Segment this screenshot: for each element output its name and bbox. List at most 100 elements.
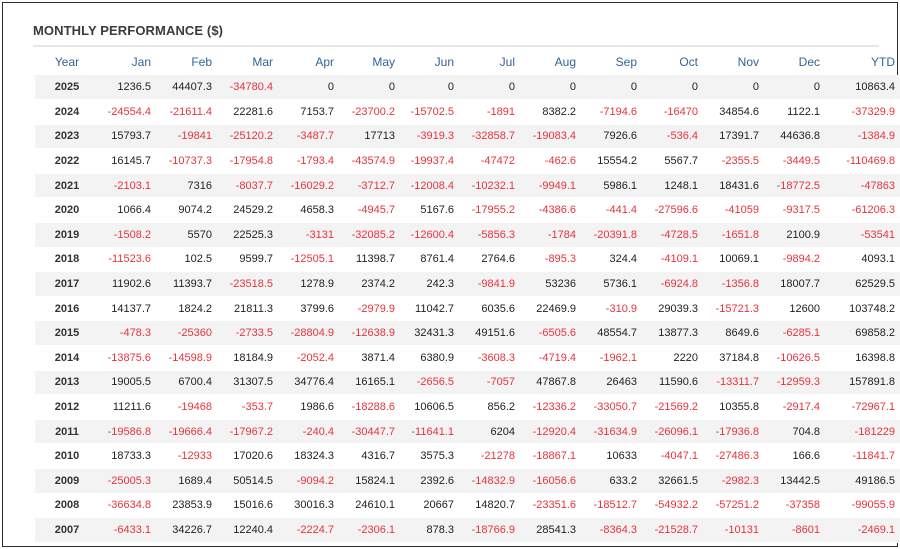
month-value-cell: 5567.7 [643,148,704,174]
month-value-cell: -41059 [704,197,765,224]
month-value-cell: 0 [765,75,826,101]
month-value-cell: 7153.7 [279,99,340,125]
ytd-cell: -110469.8 [826,148,900,174]
month-value-cell: 18007.7 [765,271,826,297]
column-header-jan: Jan [131,55,151,69]
month-value-cell: -2052.4 [279,345,340,371]
month-value-cell: 18733.3 [99,443,157,469]
month-value-cell: 22469.9 [521,296,582,322]
month-value-cell: 13877.3 [643,320,704,347]
month-value-cell: -4109.1 [643,247,704,273]
month-value-cell: -2982.3 [704,468,765,494]
month-value-cell: -27596.6 [643,197,704,224]
column-header-mar: Mar [252,55,273,69]
month-value-cell: 2100.9 [765,222,826,248]
month-value-cell: -15721.3 [704,296,765,322]
month-value-cell: -10626.5 [765,345,826,371]
month-value-cell: -6924.8 [643,271,704,297]
month-value-cell: 8761.4 [401,247,460,273]
month-value-cell: -19937.4 [401,148,460,174]
year-cell: 2007 [35,517,99,543]
month-value-cell: -18288.6 [340,394,401,420]
month-value-cell: -25360 [157,320,218,347]
month-value-cell: 11393.7 [157,271,218,297]
table-row: 2017 11902.6 11393.7 -23518.5 1278.9 2374.2 24… [35,271,900,297]
month-value-cell: 6380.9 [401,345,460,371]
month-value-cell: 24529.2 [218,197,279,224]
month-value-cell: 10355.8 [704,394,765,420]
column-header-feb: Feb [191,55,212,69]
month-value-cell: 0 [582,75,643,101]
ytd-cell: -181229 [826,419,900,445]
month-value-cell: -54932.2 [643,493,704,519]
month-value-cell: 18324.3 [279,443,340,469]
month-value-cell: -1891 [460,99,521,125]
year-cell: 2013 [35,370,99,396]
month-value-cell: -21569.2 [643,394,704,420]
month-value-cell: 2374.2 [340,271,401,297]
month-value-cell: -3449.5 [765,148,826,174]
month-value-cell: -9094.2 [279,468,340,494]
ytd-cell: 10863.4 [826,75,900,101]
month-value-cell: -12336.2 [521,394,582,420]
month-value-cell: 18184.9 [218,345,279,371]
month-value-cell: 633.2 [582,468,643,494]
ytd-cell: 103748.2 [826,296,900,322]
ytd-cell: -72967.1 [826,394,900,420]
month-value-cell: 1066.4 [99,197,157,224]
ytd-cell: -47863 [826,173,900,199]
month-value-cell: 1986.6 [279,394,340,420]
month-value-cell: -4719.4 [521,345,582,371]
month-value-cell: -28804.9 [279,320,340,347]
month-value-cell: 17713 [340,124,401,150]
month-value-cell: 0 [460,75,521,101]
month-value-cell: -15702.5 [401,99,460,125]
month-value-cell: 242.3 [401,271,460,297]
month-value-cell: -9949.1 [521,173,582,199]
month-value-cell: 12600 [765,296,826,322]
year-cell: 2009 [35,468,99,494]
month-value-cell: 34776.4 [279,370,340,396]
month-value-cell: -19841 [157,124,218,150]
month-value-cell: -8037.7 [218,173,279,199]
month-value-cell: 31307.5 [218,370,279,396]
month-value-cell: -3131 [279,222,340,248]
ytd-cell: 49186.5 [826,468,900,494]
month-value-cell: 11902.6 [99,271,157,297]
month-value-cell: -21611.4 [157,99,218,125]
month-value-cell: -536.4 [643,124,704,150]
year-cell: 2020 [35,197,99,224]
month-value-cell: -11641.1 [401,419,460,445]
month-value-cell: -9894.2 [765,247,826,273]
month-value-cell: -6433.1 [99,517,157,543]
month-value-cell: -895.3 [521,247,582,273]
month-value-cell: -57251.2 [704,493,765,519]
year-cell: 2018 [35,247,99,273]
month-value-cell: -4047.1 [643,443,704,469]
month-value-cell: -21278 [460,443,521,469]
ytd-cell: 69858.2 [826,320,900,347]
month-value-cell: -13311.7 [704,370,765,396]
month-value-cell: 3871.4 [340,345,401,371]
month-value-cell: -2917.4 [765,394,826,420]
year-cell: 2011 [35,419,99,445]
month-value-cell: -19586.8 [99,419,157,445]
month-value-cell: 16165.1 [340,370,401,396]
month-value-cell: 9074.2 [157,197,218,224]
month-value-cell: -32858.7 [460,124,521,150]
ytd-cell: -11841.7 [826,443,900,469]
month-value-cell: 10606.5 [401,394,460,420]
month-value-cell: 6204 [460,419,521,445]
year-cell: 2024 [35,99,99,125]
month-value-cell: 0 [401,75,460,101]
month-value-cell: 15016.6 [218,493,279,519]
month-value-cell: 15554.2 [582,148,643,174]
month-value-cell: -23700.2 [340,99,401,125]
column-header-nov: Nov [737,55,759,69]
table-body: 2025 1236.5 44407.3 -34780.4 0 0 0 0 0 0 0 0 0 10863.… [35,75,900,543]
ytd-cell: -53541 [826,222,900,248]
month-value-cell: -12600.4 [401,222,460,248]
month-value-cell: -10737.3 [157,148,218,174]
year-cell: 2012 [35,394,99,420]
